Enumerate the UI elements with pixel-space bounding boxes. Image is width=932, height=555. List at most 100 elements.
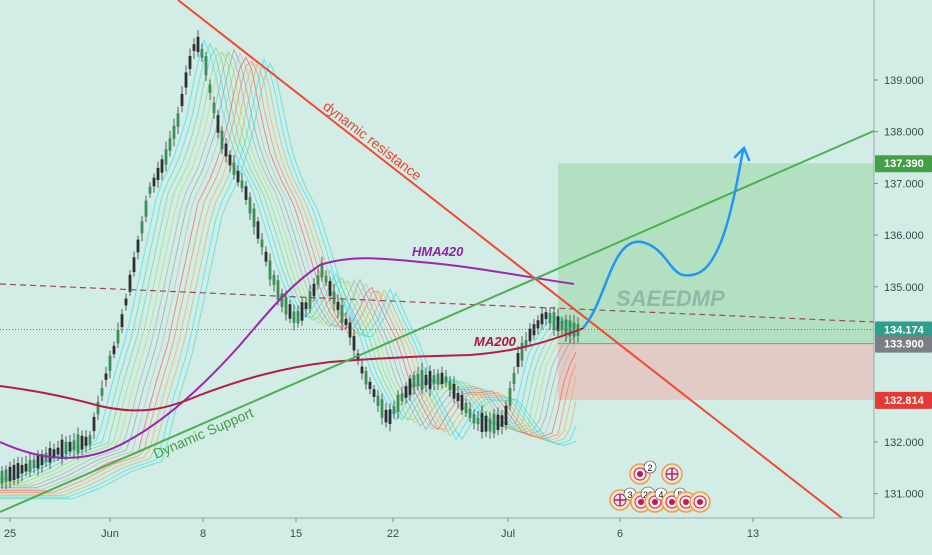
candle (224, 137, 228, 163)
candle (540, 306, 544, 330)
candle (188, 48, 192, 76)
y-tick-label: 131.000 (884, 489, 924, 501)
x-tick-label: 15 (290, 528, 302, 540)
candle (168, 130, 172, 157)
price-axis-panel[interactable] (874, 0, 932, 550)
candle (324, 270, 328, 287)
candle (152, 173, 156, 193)
candle (144, 195, 148, 223)
price-label-text: 132.814 (884, 395, 925, 407)
candle (220, 126, 224, 154)
event-flag-icon[interactable] (644, 491, 666, 513)
candle (20, 457, 24, 482)
candle (88, 431, 92, 451)
candle (376, 389, 380, 413)
price-label-text: 134.174 (884, 325, 925, 337)
dashed-trend-line[interactable] (0, 283, 875, 323)
candle (192, 38, 196, 59)
candle (136, 235, 140, 260)
candle (200, 43, 204, 62)
event-marker[interactable]: 2 (643, 460, 657, 474)
candle (428, 365, 432, 397)
x-tick: Jul (501, 518, 515, 540)
projection-arrow[interactable] (582, 149, 745, 329)
event-label: 4 (658, 490, 663, 500)
candle (336, 294, 340, 319)
candle (244, 180, 248, 205)
candle (16, 456, 20, 485)
candle (272, 270, 276, 292)
x-tick-label: Jun (101, 528, 119, 540)
x-tick-label: 22 (387, 528, 399, 540)
x-tick: 13 (747, 518, 759, 540)
candle (460, 391, 464, 415)
candle (504, 400, 508, 431)
candle (108, 350, 112, 379)
x-tick-label: 6 (617, 528, 623, 540)
candle (92, 412, 96, 440)
candle (552, 306, 556, 336)
candle (440, 366, 444, 390)
candle (40, 449, 44, 473)
loss-zone[interactable] (558, 343, 874, 400)
support-trendline[interactable] (0, 129, 877, 513)
candle (320, 256, 324, 282)
event-label: 3 (627, 490, 632, 500)
candle (280, 288, 284, 313)
event-flag-icon[interactable] (661, 463, 683, 485)
event-markers[interactable]: 2 3 23 4 5 (609, 460, 711, 513)
x-tick-label: 8 (200, 528, 206, 540)
candle (100, 380, 104, 401)
arrow-head (733, 145, 751, 162)
candle (352, 329, 356, 358)
candle (544, 307, 548, 326)
candle (112, 341, 116, 359)
candle (316, 269, 320, 290)
candle (516, 345, 520, 374)
candle (248, 192, 252, 221)
candle (372, 384, 376, 403)
candle (444, 369, 448, 388)
price-labels: 137.390 134.174 133.900 132.814 (875, 155, 932, 409)
candle (548, 308, 552, 331)
candle (124, 293, 128, 311)
candle (416, 366, 420, 391)
candle (492, 408, 496, 439)
x-tick: 8 (200, 518, 206, 540)
y-tick-label: 137.000 (884, 178, 924, 190)
event-flag-icon[interactable] (689, 491, 711, 513)
candle (496, 407, 500, 436)
candle (184, 65, 188, 95)
candle (396, 390, 400, 419)
candle (64, 436, 68, 460)
candle (472, 409, 476, 430)
y-tick: 135.000 (874, 282, 924, 294)
candle (452, 376, 456, 404)
candle (32, 453, 36, 473)
candle (344, 312, 348, 330)
price-axis-ticks: 139.000 138.000 137.000 136.000 135.000 132.0… (874, 75, 924, 501)
candle (76, 427, 80, 461)
candle (84, 430, 88, 453)
ma-label: MA200 (474, 334, 517, 349)
price-label: 137.390 (875, 155, 932, 173)
candle (276, 274, 280, 306)
candle (104, 366, 108, 387)
candle (300, 297, 304, 326)
hma420-line[interactable] (0, 257, 575, 459)
x-tick-label: 25 (4, 528, 16, 540)
y-tick: 137.000 (874, 178, 924, 190)
ribbon-band (0, 62, 577, 495)
ma200-line[interactable] (0, 327, 585, 412)
watermark: SAEEDMP (616, 286, 725, 311)
x-tick: Jun (101, 518, 119, 540)
candle (420, 362, 424, 395)
candle (240, 172, 244, 193)
candle (520, 336, 524, 367)
time-axis-panel[interactable] (0, 518, 932, 550)
ribbon-band (0, 60, 577, 497)
resistance-trendline[interactable] (177, 0, 843, 519)
candle (408, 374, 412, 401)
